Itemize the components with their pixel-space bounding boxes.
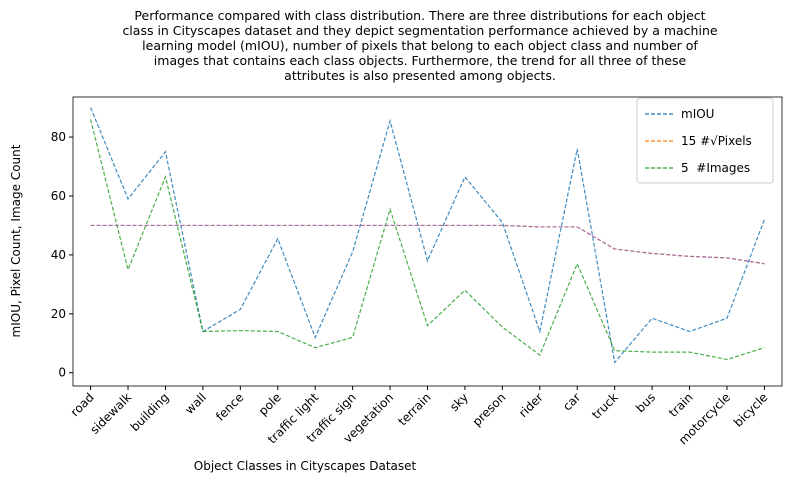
y-tick-label: 80 [51,130,66,144]
x-tick-label: bus [633,390,658,415]
x-tick-label: bicycle [731,390,771,430]
x-tick-label: building [128,390,172,434]
x-tick-label: road [68,390,97,419]
x-tick-label: rider [516,390,546,420]
x-tick-label: pole [256,390,284,418]
x-tick-label: car [560,390,583,413]
chart-title: attributes is also presented among objec… [284,68,556,83]
legend-label: 5 #Images [681,161,750,175]
legend-label: mIOU [681,107,714,121]
x-tick-label: sky [447,390,471,414]
x-tick-label: train [666,390,696,420]
chart-title: images that contains each class objects.… [154,53,687,68]
x-tick-label: preson [470,390,509,429]
chart-title: learning model (mIOU), number of pixels … [142,38,698,53]
series-line [90,119,765,361]
chart-title: class in Cityscapes dataset and they dep… [122,23,717,38]
chart-title: Performance compared with class distribu… [134,8,705,23]
series-line [90,224,765,265]
x-tick-label: wall [182,390,209,417]
y-tick-label: 0 [58,366,66,380]
x-tick-label: sidewalk [87,390,134,437]
legend-label: 15 #√Pixels [681,134,752,148]
x-tick-label: fence [213,390,246,423]
y-axis-label: mIOU, Pixel Count, Image Count [9,144,23,337]
x-axis-label: Object Classes in Cityscapes Dataset [194,459,417,473]
y-tick-label: 20 [51,307,66,321]
x-tick-label: truck [589,390,621,422]
series-line [90,224,765,265]
y-tick-label: 60 [51,189,66,203]
y-tick-label: 40 [51,248,66,262]
x-tick-label: terrain [395,390,433,428]
legend-box [636,97,774,184]
